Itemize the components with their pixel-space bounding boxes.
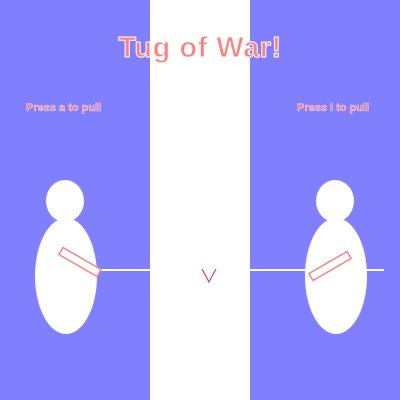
right-player — [250, 180, 384, 334]
right-player-instruction: Press l to pull — [297, 102, 370, 114]
center-marker-icon — [201, 268, 217, 284]
game-title: Tug of War! — [118, 32, 282, 65]
center-strip — [150, 0, 250, 400]
left-player-arm — [57, 246, 103, 278]
left-player-head — [46, 180, 84, 222]
right-player-head — [316, 180, 354, 222]
right-player-arm — [307, 250, 353, 282]
left-player-body — [35, 218, 97, 334]
right-player-body — [305, 218, 367, 334]
left-player — [35, 180, 150, 334]
left-player-instruction: Press a to pull — [26, 102, 102, 114]
